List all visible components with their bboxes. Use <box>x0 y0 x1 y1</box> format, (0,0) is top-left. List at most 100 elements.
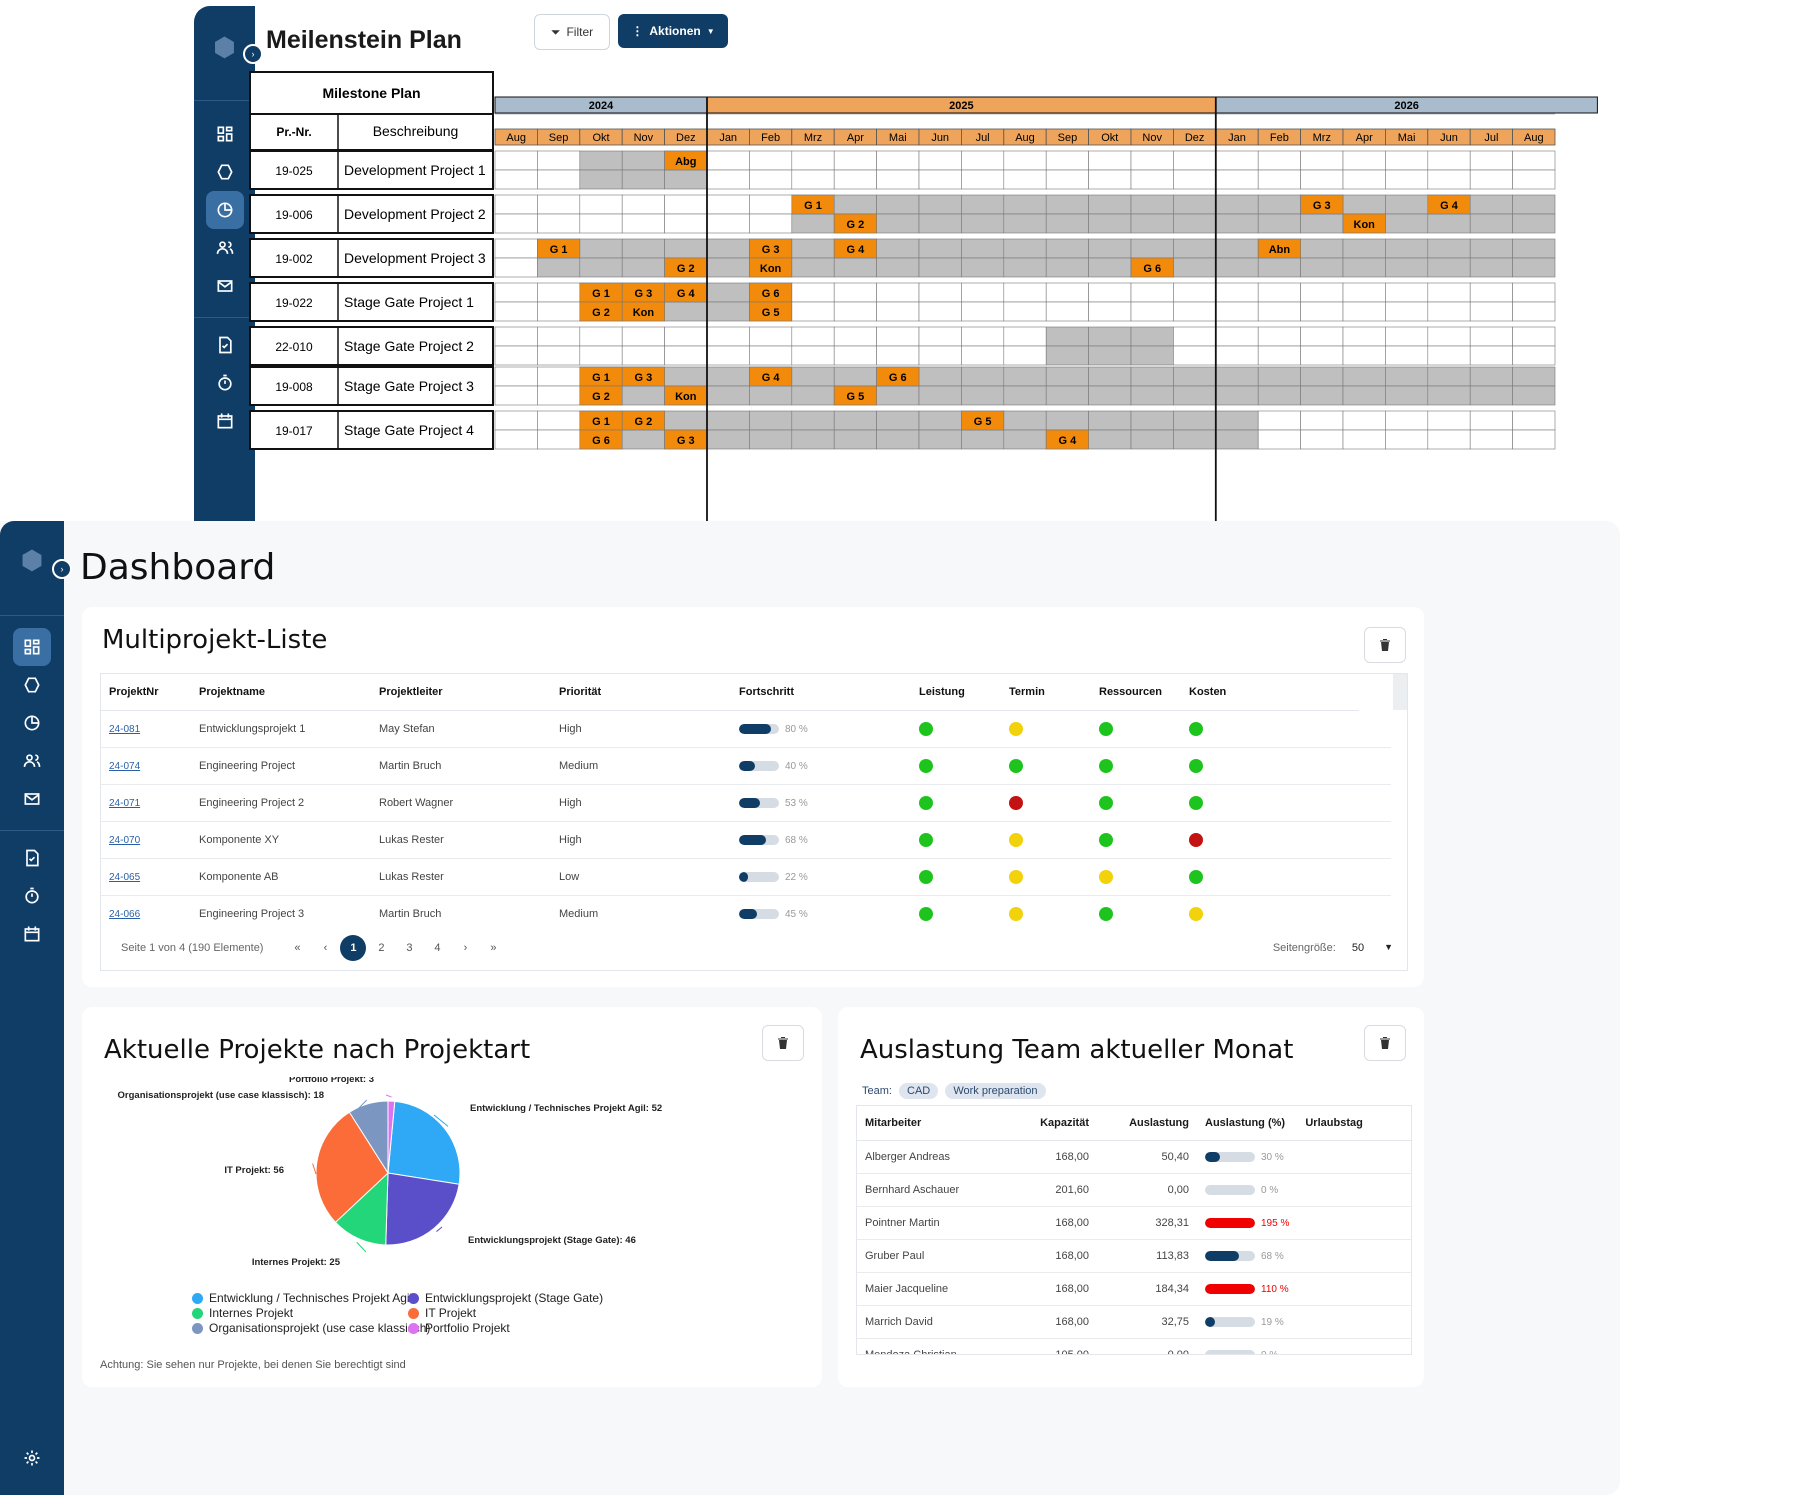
gantt-cell <box>1342 429 1386 450</box>
column-header[interactable]: Leistung <box>911 674 1001 711</box>
page-size-select[interactable]: 50 ▼ <box>1352 942 1393 954</box>
sidebar-toggle-icon[interactable]: › <box>243 44 263 64</box>
actions-button[interactable]: ⋮ Aktionen ▼ <box>618 14 728 48</box>
mail-icon[interactable] <box>206 267 244 305</box>
gantt-cell <box>706 429 750 450</box>
column-header[interactable]: Auslastung <box>1097 1106 1197 1141</box>
sidebar-toggle-icon[interactable]: › <box>52 559 72 579</box>
team-load-card: Auslastung Team aktueller Monat Team: CA… <box>838 1007 1424 1387</box>
column-header[interactable]: Priorität <box>551 674 731 711</box>
gantt-cell <box>1088 257 1132 278</box>
gantt-cell <box>918 213 962 234</box>
table-row[interactable]: Marrich David 168,00 32,75 19 % <box>857 1305 1411 1339</box>
pie-data-label: Portfolio Projekt: 3 <box>289 1077 374 1085</box>
document-check-icon[interactable] <box>206 326 244 364</box>
table-row[interactable]: Pointner Martin 168,00 328,31 195 % <box>857 1206 1411 1240</box>
column-header[interactable]: Projektleiter <box>371 674 551 711</box>
project-link[interactable]: 24-081 <box>109 724 141 735</box>
column-header[interactable]: Urlaubstag <box>1297 1106 1411 1141</box>
column-header[interactable]: ProjektNr <box>101 674 191 711</box>
settings-gear-icon[interactable] <box>13 1439 51 1477</box>
team-chip-work-preparation[interactable]: Work preparation <box>945 1083 1046 1099</box>
column-header[interactable]: Termin <box>1001 674 1091 711</box>
users-icon[interactable] <box>13 742 51 780</box>
project-link[interactable]: 24-070 <box>109 835 141 846</box>
hexagon-icon[interactable] <box>206 153 244 191</box>
page-button[interactable]: 1 <box>340 935 367 961</box>
milestone-label: G 3 <box>635 288 653 300</box>
first-page-icon[interactable]: « <box>294 942 301 954</box>
column-header[interactable]: Fortschritt <box>731 674 911 711</box>
milestone-sidebar: ⬢ › <box>194 6 263 521</box>
project-link[interactable]: 24-074 <box>109 761 141 772</box>
legend-item[interactable]: Portfolio Projekt <box>408 1321 510 1335</box>
team-chip-cad[interactable]: CAD <box>899 1083 939 1099</box>
legend-item[interactable]: Internes Projekt <box>192 1306 293 1320</box>
column-header[interactable]: Kosten <box>1181 674 1360 711</box>
load-value: 113,83 <box>1097 1239 1197 1273</box>
table-row[interactable]: 24-074 Engineering Project Martin Bruch Med… <box>101 747 1391 785</box>
column-header[interactable]: Kapazität <box>1007 1106 1097 1141</box>
milestone-label: G 1 <box>592 416 610 428</box>
gantt-cell <box>791 326 835 347</box>
gantt-cell <box>1385 410 1429 431</box>
project-link[interactable]: 24-071 <box>109 798 141 809</box>
delete-widget-button[interactable] <box>1364 1025 1406 1061</box>
stopwatch-icon[interactable] <box>206 364 244 402</box>
table-row[interactable]: 24-070 Komponente XY Lukas Rester High 68 % <box>101 821 1391 859</box>
calendar-icon[interactable] <box>206 402 244 440</box>
table-row[interactable]: 24-081 Entwicklungsprojekt 1 May Stefan Hig… <box>101 710 1391 748</box>
dashboard-icon[interactable] <box>13 628 51 666</box>
table-row[interactable]: Alberger Andreas 168,00 50,40 30 % <box>857 1140 1411 1174</box>
gantt-cell <box>1257 410 1301 431</box>
gantt-cell <box>918 194 962 215</box>
table-row[interactable]: Bernhard Aschauer 201,60 0,00 0 % <box>857 1173 1411 1207</box>
table-row[interactable]: 24-065 Komponente AB Lukas Rester Low 22 % <box>101 858 1391 896</box>
legend-item[interactable]: Entwicklung / Technisches Projekt Agil <box>192 1291 412 1305</box>
pie-chart-icon[interactable] <box>13 704 51 742</box>
milestone-marker <box>537 238 581 259</box>
dashboard-icon[interactable] <box>206 115 244 153</box>
table-row[interactable]: 24-071 Engineering Project 2 Robert Wagner… <box>101 784 1391 822</box>
gantt-cell <box>791 169 835 190</box>
gantt-cell <box>876 257 920 278</box>
pie-chart-icon[interactable] <box>205 191 244 229</box>
column-header[interactable]: Auslastung (%) <box>1197 1106 1298 1141</box>
column-header[interactable]: Mitarbeiter <box>857 1106 1007 1141</box>
page-button[interactable]: 4 <box>434 942 441 954</box>
users-icon[interactable] <box>206 229 244 267</box>
stopwatch-icon[interactable] <box>13 877 51 915</box>
table-row[interactable]: Maier Jacqueline 168,00 184,34 110 % <box>857 1272 1411 1306</box>
prev-page-icon[interactable]: ‹ <box>323 942 328 954</box>
project-link[interactable]: 24-066 <box>109 909 141 920</box>
column-header[interactable]: Projektname <box>191 674 371 711</box>
delete-widget-button[interactable] <box>762 1025 804 1061</box>
legend-item[interactable]: Entwicklungsprojekt (Stage Gate) <box>408 1291 603 1305</box>
gantt-cell <box>918 345 962 366</box>
filter-button[interactable]: ⏷ Filter <box>534 14 610 50</box>
project-table-grid: ProjektNr Projektname Projektleiter Priorit… <box>100 673 1408 971</box>
gantt-cell <box>1300 345 1344 366</box>
pie-slice <box>315 1111 389 1223</box>
delete-widget-button[interactable] <box>1364 627 1406 663</box>
hexagon-icon[interactable] <box>13 666 51 704</box>
gantt-cell <box>918 282 962 303</box>
gantt-cell <box>1342 194 1386 215</box>
gantt-cell <box>1045 169 1089 190</box>
table-row[interactable]: Gruber Paul 168,00 113,83 68 % <box>857 1239 1411 1273</box>
mail-icon[interactable] <box>13 780 51 818</box>
scrollbar-track[interactable] <box>1393 674 1407 710</box>
legend-item[interactable]: Organisationsprojekt (use case klassisch… <box>192 1321 430 1335</box>
legend-item[interactable]: IT Projekt <box>408 1306 476 1320</box>
page-button[interactable]: 3 <box>406 942 413 954</box>
document-check-icon[interactable] <box>13 839 51 877</box>
load-bar <box>1205 1185 1255 1196</box>
page-button[interactable]: 2 <box>378 942 385 954</box>
calendar-icon[interactable] <box>13 915 51 953</box>
table-row[interactable]: 24-066 Engineering Project 3 Martin Bruch M… <box>101 895 1391 926</box>
next-page-icon[interactable]: › <box>463 942 468 954</box>
column-header[interactable]: Ressourcen <box>1091 674 1181 711</box>
last-page-icon[interactable]: » <box>490 942 497 954</box>
project-link[interactable]: 24-065 <box>109 872 141 883</box>
